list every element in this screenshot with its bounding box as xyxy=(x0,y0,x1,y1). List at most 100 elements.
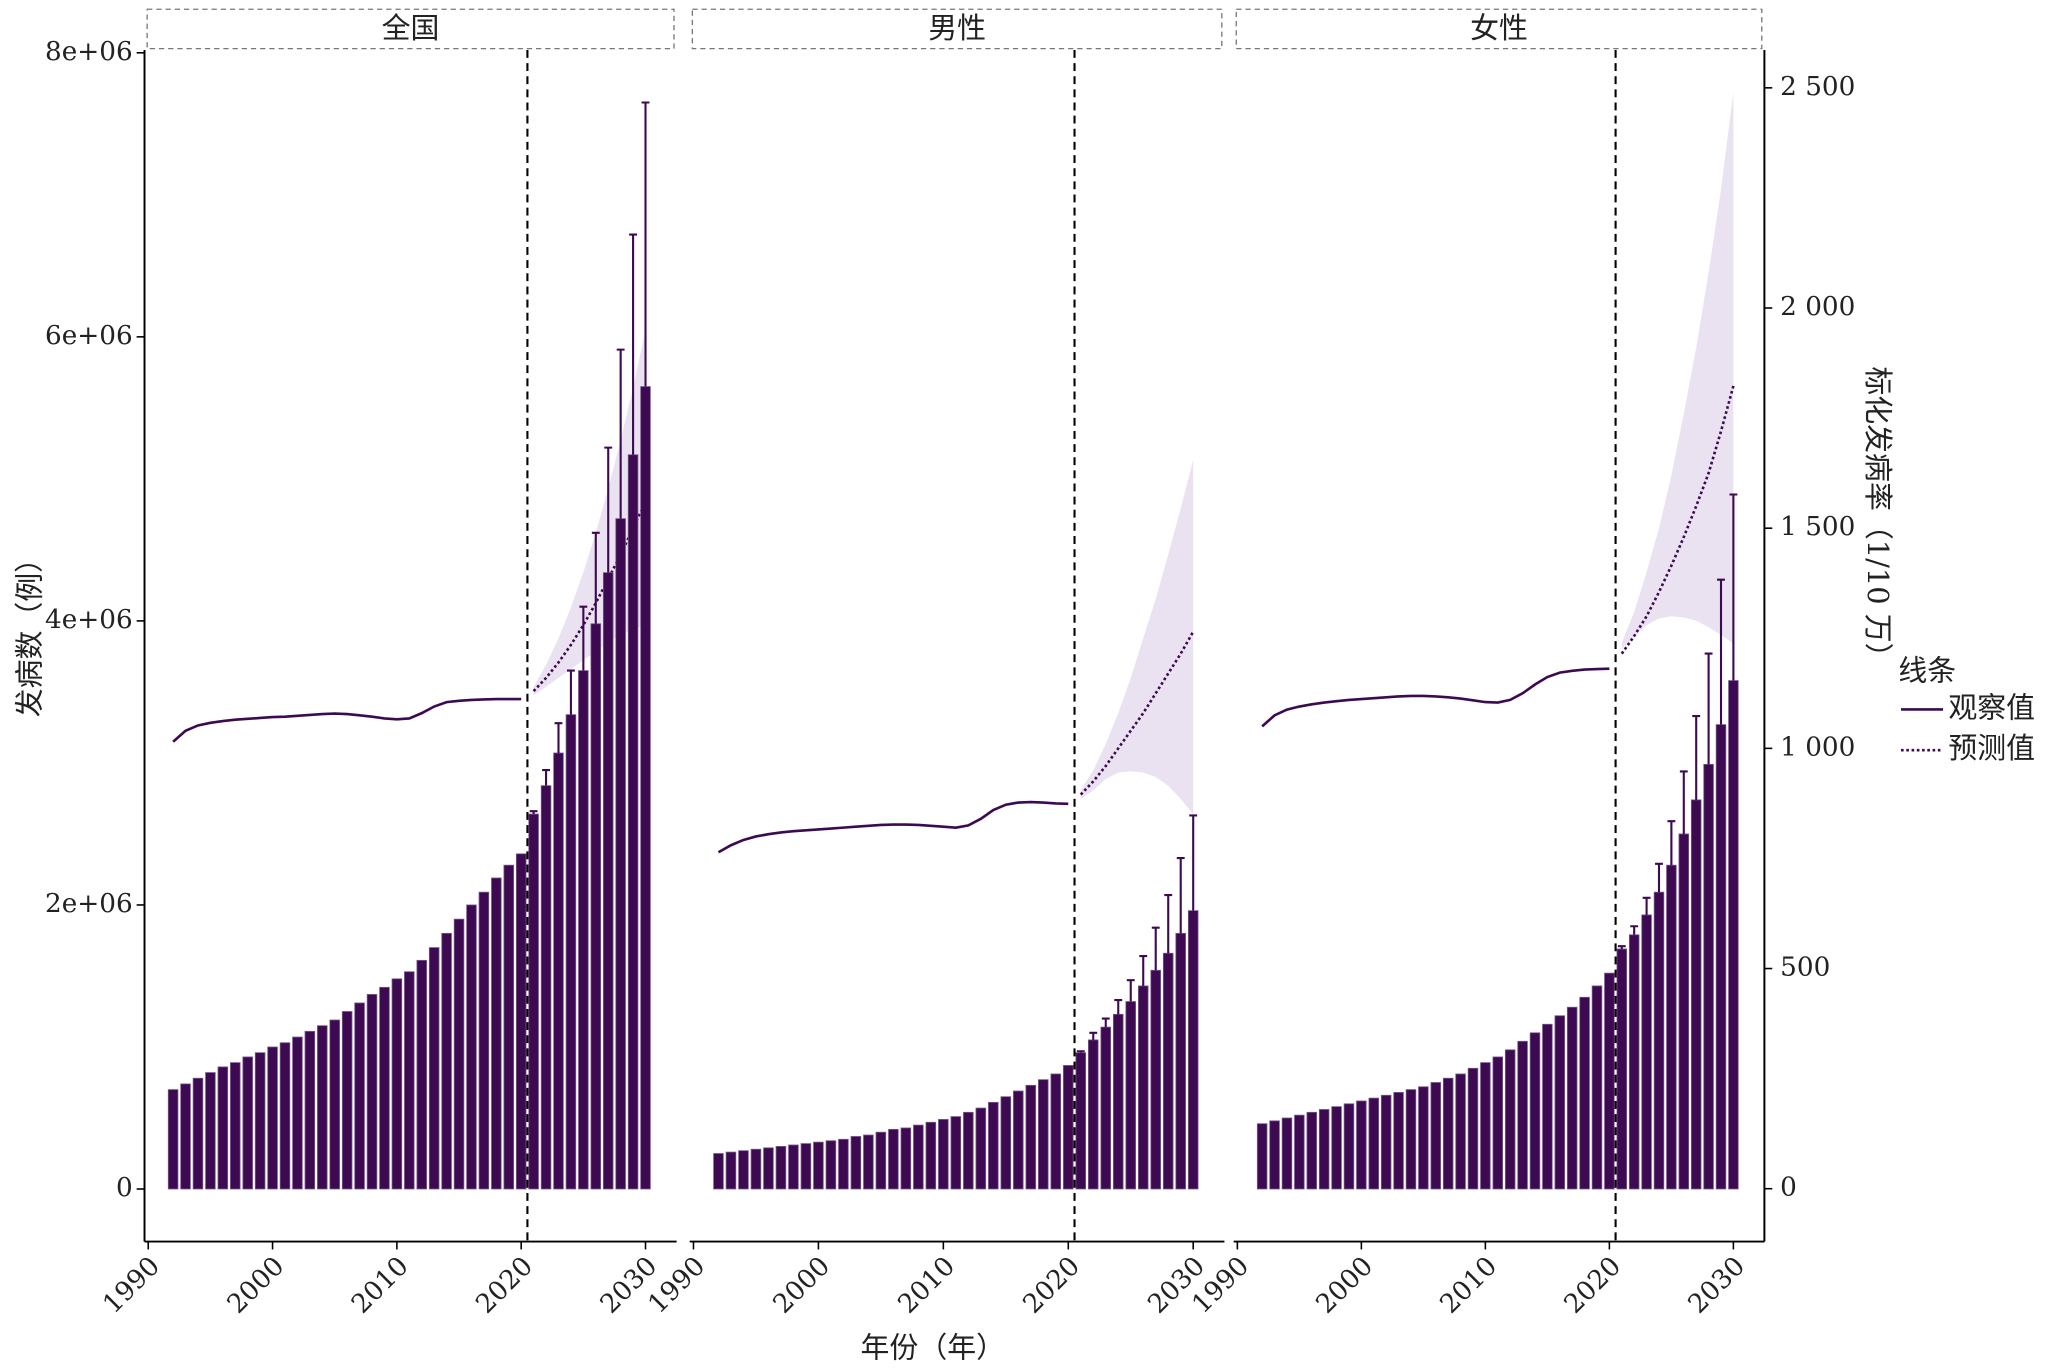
bar xyxy=(540,785,552,1190)
error-bar xyxy=(1667,820,1676,866)
bar xyxy=(1150,969,1161,1190)
bar xyxy=(1331,1106,1342,1190)
bar xyxy=(738,1150,749,1190)
panel-title: 全国 xyxy=(382,11,440,45)
error-bar xyxy=(1679,770,1688,834)
bar xyxy=(205,1072,216,1190)
error-bar xyxy=(1089,1031,1098,1040)
bar xyxy=(1715,724,1727,1190)
error-bar xyxy=(1114,999,1123,1015)
bar xyxy=(900,1127,912,1190)
x-axis-title: 年份（年） xyxy=(861,1330,1005,1364)
bar xyxy=(763,1147,774,1190)
bar xyxy=(441,932,452,1190)
error-bar xyxy=(1189,814,1198,911)
bar xyxy=(515,853,527,1190)
error-bar xyxy=(1126,979,1135,1002)
bar xyxy=(1517,1040,1528,1190)
bar xyxy=(317,1025,328,1190)
bar xyxy=(888,1128,899,1190)
bar xyxy=(1087,1039,1099,1190)
bar xyxy=(503,864,515,1190)
bar xyxy=(1430,1082,1442,1190)
bar xyxy=(1616,948,1628,1190)
bar xyxy=(254,1052,266,1190)
bar xyxy=(1455,1073,1466,1190)
bar xyxy=(875,1131,887,1190)
bar xyxy=(1653,891,1665,1190)
bar xyxy=(192,1077,204,1190)
bar xyxy=(1480,1062,1491,1190)
panel-title: 男性 xyxy=(928,11,986,45)
bar xyxy=(1641,914,1652,1190)
bar xyxy=(1566,1006,1578,1190)
error-bar xyxy=(1617,945,1626,949)
y2-axis-title: 标化发病率（1/10 万） xyxy=(1861,366,1895,671)
bar xyxy=(1504,1049,1516,1190)
bar xyxy=(453,918,465,1190)
bar xyxy=(1187,910,1199,1190)
bar xyxy=(1306,1111,1317,1190)
error-bar xyxy=(604,446,613,573)
x-tick-label: 1990 xyxy=(98,1251,166,1319)
bar xyxy=(1075,1052,1087,1190)
error-bar xyxy=(1655,862,1663,893)
predicted-line xyxy=(1079,631,1195,796)
bar xyxy=(341,1011,353,1190)
bar xyxy=(850,1136,862,1190)
bar xyxy=(1492,1056,1504,1190)
bar xyxy=(1175,932,1186,1190)
bar xyxy=(1418,1086,1429,1190)
y2-tick-label: 500 xyxy=(1780,953,1830,983)
bar xyxy=(553,752,564,1190)
bar xyxy=(725,1151,737,1190)
panel-strip xyxy=(146,8,675,50)
y2-tick-label: 2 500 xyxy=(1780,72,1855,102)
bar xyxy=(1405,1089,1417,1190)
bar xyxy=(304,1030,316,1190)
bar xyxy=(1112,1013,1124,1190)
bar xyxy=(1256,1123,1268,1190)
bar xyxy=(1591,985,1603,1190)
error-bar xyxy=(1692,715,1701,800)
bar xyxy=(1380,1094,1392,1190)
bar xyxy=(863,1134,874,1190)
bar xyxy=(1100,1026,1112,1190)
bar xyxy=(615,518,626,1190)
predicted-line xyxy=(532,501,647,693)
bar xyxy=(800,1143,812,1190)
bar xyxy=(1063,1065,1074,1190)
observed-line xyxy=(172,697,522,743)
bar xyxy=(329,1019,340,1190)
bar xyxy=(813,1141,824,1190)
legend-title: 线条 xyxy=(1898,654,1956,688)
x-tick-label: 2000 xyxy=(1311,1251,1379,1319)
bar xyxy=(1393,1092,1404,1190)
x-tick-label: 2010 xyxy=(1435,1251,1503,1319)
bar xyxy=(1442,1077,1454,1190)
error-bar xyxy=(1717,578,1725,725)
bar xyxy=(1467,1067,1479,1190)
bar xyxy=(1137,985,1149,1190)
confidence-band xyxy=(1621,92,1734,650)
bar xyxy=(713,1153,724,1190)
error-bar xyxy=(629,233,638,455)
bar xyxy=(242,1056,253,1190)
bar xyxy=(627,454,639,1190)
bar xyxy=(491,877,502,1190)
observed-line xyxy=(717,800,1069,854)
panel-title: 女性 xyxy=(1470,11,1528,45)
legend-label: 预测值 xyxy=(1948,731,2035,765)
bar xyxy=(1529,1032,1541,1190)
bar xyxy=(913,1124,924,1190)
bar xyxy=(938,1119,949,1190)
bar xyxy=(1050,1073,1062,1190)
bar xyxy=(825,1140,837,1190)
error-bar xyxy=(1151,926,1160,971)
bar xyxy=(217,1066,229,1190)
bar xyxy=(775,1146,787,1190)
bar xyxy=(1013,1090,1024,1190)
bar xyxy=(1025,1084,1037,1190)
bar xyxy=(1368,1097,1379,1190)
